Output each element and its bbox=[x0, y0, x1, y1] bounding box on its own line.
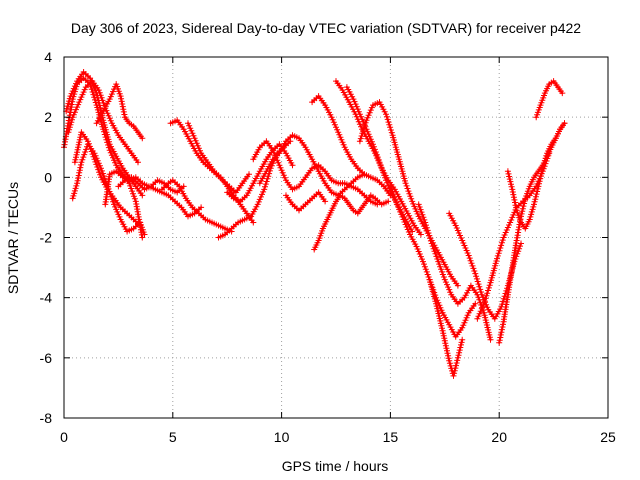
series-markers bbox=[283, 189, 329, 214]
grid bbox=[64, 57, 608, 418]
x-tick-label: 0 bbox=[60, 429, 68, 445]
plot-data bbox=[61, 69, 568, 379]
y-axis-label: SDTVAR / TECUs bbox=[5, 182, 21, 294]
series-sat-o bbox=[256, 132, 368, 199]
series-trace bbox=[169, 119, 251, 194]
y-tick-label: -4 bbox=[40, 290, 53, 306]
series-sat-r bbox=[309, 93, 394, 199]
series-markers bbox=[309, 93, 394, 199]
series-sat-u bbox=[356, 99, 461, 289]
series-markers bbox=[115, 174, 187, 196]
series-markers bbox=[415, 201, 494, 343]
series-sat-ab bbox=[504, 120, 568, 232]
series-markers bbox=[426, 276, 466, 379]
series-sat-x bbox=[426, 276, 466, 379]
series-markers bbox=[167, 117, 252, 196]
x-tick-label: 20 bbox=[491, 429, 507, 445]
y-tick-label: -6 bbox=[40, 350, 53, 366]
x-tick-label: 10 bbox=[274, 429, 290, 445]
series-markers bbox=[504, 120, 568, 232]
series-markers bbox=[256, 132, 368, 199]
y-tick-label: -2 bbox=[40, 230, 53, 246]
x-tick-label: 5 bbox=[169, 429, 177, 445]
series-markers bbox=[387, 183, 479, 340]
series-markers bbox=[533, 78, 566, 121]
series-sat-c bbox=[65, 78, 141, 166]
series-sat-v bbox=[387, 183, 479, 340]
series-markers bbox=[311, 192, 392, 253]
chart-title: Day 306 of 2023, Sidereal Day-to-day VTE… bbox=[71, 20, 581, 36]
series-markers bbox=[93, 81, 146, 142]
series-sat-f bbox=[93, 81, 146, 142]
series-sat-w bbox=[415, 201, 494, 343]
series-trace bbox=[217, 140, 292, 239]
series-sat-i bbox=[158, 177, 235, 235]
y-tick-label: 2 bbox=[44, 109, 52, 125]
axis-ticks: 0 5 10 15 20 25 -8 -6 -4 -2 0 2 4 bbox=[40, 49, 616, 445]
series-sat-ac bbox=[533, 78, 566, 121]
series-sat-q bbox=[311, 192, 392, 253]
series-sat-h bbox=[115, 174, 187, 196]
y-tick-label: -8 bbox=[40, 410, 53, 426]
series-trace bbox=[498, 122, 566, 344]
series-sat-p bbox=[283, 189, 329, 214]
series-markers bbox=[65, 78, 141, 166]
series-markers bbox=[158, 177, 235, 235]
series-sat-j bbox=[167, 117, 252, 196]
x-tick-label: 15 bbox=[383, 429, 399, 445]
series-trace bbox=[104, 170, 203, 218]
x-tick-label: 25 bbox=[600, 429, 616, 445]
x-axis-label: GPS time / hours bbox=[282, 458, 389, 474]
y-tick-label: 4 bbox=[44, 49, 52, 65]
series-markers bbox=[356, 99, 461, 289]
y-tick-label: 0 bbox=[44, 169, 52, 185]
